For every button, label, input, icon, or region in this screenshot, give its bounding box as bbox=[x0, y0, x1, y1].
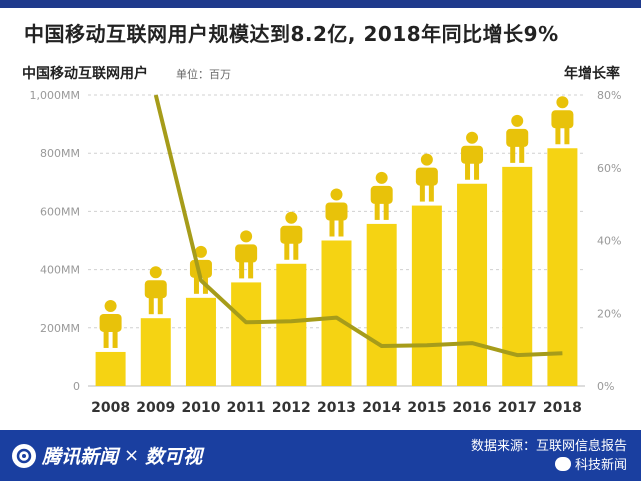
person-icon bbox=[415, 167, 438, 186]
person-icon bbox=[510, 145, 516, 163]
bar bbox=[366, 223, 397, 386]
x-tick-label: 2011 bbox=[227, 400, 266, 416]
brand: 腾讯新闻 × 数可视 bbox=[12, 442, 202, 469]
person-icon bbox=[284, 242, 290, 260]
person-icon bbox=[374, 202, 380, 220]
person-icon bbox=[239, 261, 245, 279]
person-icon bbox=[148, 297, 154, 315]
person-icon bbox=[466, 131, 479, 144]
bar bbox=[185, 297, 216, 386]
y-tick-label: 200MM bbox=[40, 322, 80, 335]
y2-tick-label: 80% bbox=[597, 89, 621, 102]
person-icon bbox=[338, 219, 344, 237]
person-icon bbox=[474, 162, 480, 180]
y-tick-label: 800MM bbox=[40, 147, 80, 160]
bar bbox=[231, 282, 262, 386]
person-icon bbox=[506, 128, 529, 147]
bar bbox=[457, 183, 488, 386]
person-icon bbox=[551, 110, 574, 129]
growth-rate-line bbox=[153, 94, 563, 358]
bar bbox=[276, 263, 307, 386]
y2-tick-label: 0% bbox=[597, 380, 614, 393]
person-icon bbox=[556, 96, 569, 109]
person-icon bbox=[103, 330, 109, 348]
person-icon bbox=[420, 153, 433, 166]
right-axis-title: 年增长率 bbox=[564, 65, 620, 82]
left-axis-title: 中国移动互联网用户 bbox=[22, 65, 148, 82]
x-tick-label: 2018 bbox=[543, 400, 582, 416]
footer-bar: 腾讯新闻 × 数可视 数据来源：互联网信息报告 科技新闻 bbox=[0, 430, 641, 481]
top-accent-bar bbox=[0, 0, 641, 8]
y-tick-label: 0 bbox=[73, 380, 80, 393]
x-tick-label: 2017 bbox=[498, 400, 537, 416]
person-icon bbox=[511, 114, 524, 127]
bar bbox=[547, 148, 578, 386]
person-icon bbox=[144, 280, 167, 299]
person-icon bbox=[370, 185, 393, 204]
person-icon bbox=[465, 162, 471, 180]
x-tick-label: 2015 bbox=[407, 400, 446, 416]
unit-label: 单位：百万 bbox=[176, 67, 231, 81]
bar bbox=[502, 166, 533, 386]
person-icon bbox=[99, 313, 122, 332]
x-tick-label: 2013 bbox=[317, 400, 356, 416]
person-icon bbox=[112, 330, 118, 348]
person-icon bbox=[375, 171, 388, 184]
y-tick-label: 1,000MM bbox=[30, 89, 80, 102]
person-icon bbox=[329, 219, 335, 237]
person-icon bbox=[285, 211, 298, 224]
person-icon bbox=[157, 297, 163, 315]
person-icon bbox=[235, 244, 258, 263]
y-tick-label: 600MM bbox=[40, 205, 80, 218]
person-icon bbox=[519, 145, 525, 163]
tencent-news-logo-icon bbox=[12, 443, 36, 468]
y2-tick-label: 20% bbox=[597, 307, 621, 320]
x-tick-label: 2016 bbox=[453, 400, 492, 416]
person-icon bbox=[555, 127, 561, 145]
person-icon bbox=[325, 202, 348, 221]
y2-tick-label: 60% bbox=[597, 162, 621, 175]
person-icon bbox=[248, 261, 254, 279]
person-icon bbox=[564, 127, 570, 145]
x-tick-label: 2014 bbox=[362, 400, 401, 416]
person-icon bbox=[193, 276, 199, 294]
bar bbox=[321, 240, 352, 386]
person-icon bbox=[280, 225, 303, 244]
wechat-icon bbox=[554, 456, 571, 471]
person-icon bbox=[330, 188, 343, 201]
watermark-text: 科技新闻 bbox=[574, 458, 627, 473]
bar bbox=[140, 318, 171, 386]
brand-name: 腾讯新闻 bbox=[42, 446, 119, 468]
y-tick-label: 400MM bbox=[40, 264, 80, 277]
person-icon bbox=[240, 230, 253, 243]
person-icon bbox=[104, 299, 117, 312]
data-source: 数据来源：互联网信息报告 bbox=[470, 439, 627, 454]
bar bbox=[95, 351, 126, 386]
chart-area: 中国移动互联网用户 单位：百万 年增长率 0 200MM 400MM 600MM 800MM 1… bbox=[22, 65, 621, 416]
person-icon bbox=[383, 202, 389, 220]
x-tick-label: 2008 bbox=[91, 400, 130, 416]
person-icon bbox=[149, 266, 162, 279]
person-icon bbox=[461, 145, 484, 164]
person-icon bbox=[194, 245, 207, 258]
x-tick-label: 2010 bbox=[181, 400, 220, 416]
x-tick-label: 2009 bbox=[136, 400, 175, 416]
brand-separator: × bbox=[124, 445, 140, 466]
chart-title: 中国移动互联网用户规模达到8.2亿, 2018年同比增长9% bbox=[24, 22, 559, 46]
person-icon bbox=[428, 184, 434, 202]
x-tick-label: 2012 bbox=[272, 400, 311, 416]
bar bbox=[411, 205, 442, 386]
y2-tick-label: 40% bbox=[597, 235, 621, 248]
person-icon bbox=[293, 242, 299, 260]
person-icon bbox=[419, 184, 425, 202]
partner-name: 数可视 bbox=[145, 446, 203, 468]
watermark: 科技新闻 bbox=[554, 454, 627, 473]
